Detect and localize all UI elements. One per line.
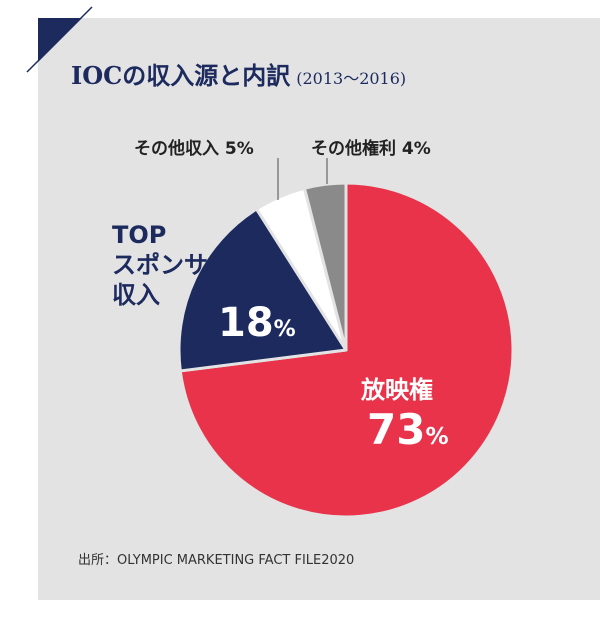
top-sponsor-line3: 収入 bbox=[112, 281, 160, 309]
broadcast-label: 放映権 bbox=[361, 376, 433, 404]
source-note: 出所：OLYMPIC MARKETING FACT FILE2020 bbox=[78, 553, 355, 568]
top-sponsor-percent-value: 18 bbox=[218, 300, 274, 346]
broadcast-percent-sign: % bbox=[425, 424, 449, 450]
broadcast-percent-value: 73 bbox=[367, 405, 426, 454]
chart-title-period: (2013〜2016) bbox=[296, 69, 407, 88]
top-sponsor-percent: 18% bbox=[218, 300, 296, 346]
chart-title: IOCの収入源と内訳 (2013〜2016) bbox=[71, 56, 406, 91]
chart-title-main: IOCの収入源と内訳 bbox=[71, 61, 291, 90]
broadcast-percent: 73% bbox=[367, 405, 449, 454]
top-sponsor-line2: スポンサー bbox=[112, 251, 232, 279]
top-sponsor-label: TOP スポンサー 収入 bbox=[112, 220, 232, 310]
other-income-label: その他収入 5% bbox=[134, 139, 254, 159]
other-rights-label: その他権利 4% bbox=[311, 139, 431, 159]
slice-other-rights bbox=[302, 181, 348, 352]
slice-top-sponsor bbox=[177, 207, 348, 373]
top-sponsor-line1: TOP bbox=[112, 221, 167, 249]
top-sponsor-percent-sign: % bbox=[273, 317, 296, 342]
